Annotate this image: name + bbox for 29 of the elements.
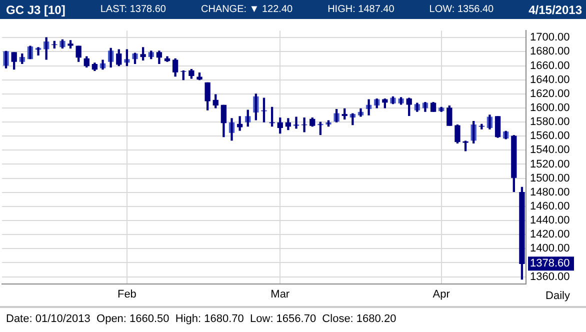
y-tick-label: 1640.00 [530,74,570,86]
text: Daily [546,290,570,302]
chart-title: GC J3 [10] [6,2,66,16]
y-tick-label: 1400.00 [530,242,570,255]
x-tick-label: Mar [270,288,290,300]
y-tick-label: 1440.00 [530,214,570,227]
y-tick-label: 1500.00 [530,172,570,184]
text: LOW: 1356.40 [429,4,494,15]
y-tick-label: 1460.00 [530,200,570,212]
y-tick-label: 1660.00 [530,60,570,72]
y-tick-label: 1700.00 [530,32,570,44]
text: HIGH: 1487.40 [328,4,394,15]
y-tick-label: 1480.00 [530,186,570,198]
y-tick-label: 1420.00 [530,228,570,241]
text: Date: 01/10/2013 Open: 1660.50 High: 1680.70 Low: 1656.70 Close: 1680.20 [6,313,396,325]
y-tick-label: 1540.00 [530,144,570,156]
y-tick-label: 1560.00 [530,130,570,142]
text: CHANGE: ▼ 122.40 [200,4,293,15]
y-tick-label: 1580.00 [530,116,570,128]
y-tick-label: 1600.00 [530,102,570,114]
x-tick-label: Apr [432,288,450,300]
x-tick-label: Feb [117,288,136,300]
text: 4/15/2013 [528,2,582,16]
y-tick-label: 1680.00 [530,46,570,58]
text: 1378.60 [530,258,570,270]
y-tick-label: 1620.00 [530,88,570,100]
y-tick-label: 1520.00 [530,158,570,170]
y-tick-label: 1360.00 [530,270,570,283]
text: LAST: 1378.60 [100,4,166,15]
